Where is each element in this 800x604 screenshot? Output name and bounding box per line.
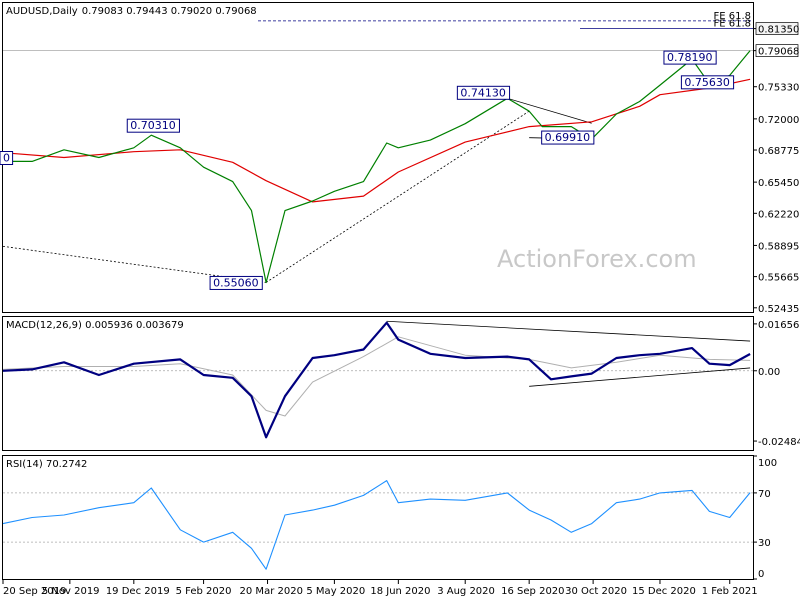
macd-y-tick-label: 0.016567 <box>758 320 800 331</box>
ohlc-readout: 0.79083 0.79443 0.79020 0.79068 <box>82 6 257 17</box>
annotation-box <box>680 75 735 90</box>
watermark: ActionForex.com <box>497 245 697 273</box>
price-y-tick-label: 0.68775 <box>758 146 799 157</box>
x-tick-label: 20 Sep 2019 <box>3 586 66 597</box>
annotation-box <box>456 85 511 100</box>
price-y-tick-label: 0.75330 <box>758 83 799 94</box>
rsi-title: RSI(14) 70.2742 <box>6 459 87 470</box>
price-y-tick-label: 0.62220 <box>758 209 799 220</box>
x-tick-label: 18 Jun 2020 <box>370 586 430 597</box>
annotation-box <box>126 118 180 133</box>
x-tick-label: 30 Oct 2020 <box>565 586 627 597</box>
macd-lower-trend-line <box>529 367 751 387</box>
price-title: AUDUSD,Daily <box>6 6 78 17</box>
rsi-y-tick-label: 30 <box>758 538 771 549</box>
fib-level-label: FE 61.8 <box>713 19 751 30</box>
macd-panel-frame <box>2 316 754 451</box>
price-y-tick-highlight <box>755 44 799 57</box>
price-y-tick-label: 0.55665 <box>758 273 799 284</box>
x-tick-label: 19 Dec 2019 <box>106 586 170 597</box>
fib-level-label: FE 61.8 <box>713 11 751 22</box>
macd-y-tick-label: 0.00 <box>758 367 780 378</box>
price-y-tick-label: 0.81350 <box>758 25 799 36</box>
annotation-label: 0.70310 <box>130 119 176 132</box>
annotation-box <box>0 151 14 165</box>
price-y-tick-label: 0.79068 <box>758 47 799 58</box>
macd-signal-line <box>2 336 751 417</box>
rsi-layer: 100 70 30 0 <box>2 455 777 580</box>
annotation-label: 0.75630 <box>684 76 730 89</box>
annotation-box <box>209 275 263 290</box>
annotation-label: 0.69910 <box>545 131 591 144</box>
macd-line <box>2 321 751 439</box>
annotation-box <box>663 50 717 65</box>
annotation-label: 0.78190 <box>667 51 713 64</box>
macd-layer: 0.016567 0.00 -0.02484 <box>2 320 800 448</box>
price-y-tick-label: 0.65450 <box>758 178 799 189</box>
x-tick-label: 15 Dec 2020 <box>632 586 696 597</box>
macd-title: MACD(12,26,9) 0.005936 0.003679 <box>6 320 184 331</box>
rsi-panel-frame <box>2 455 754 580</box>
rsi-y-tick-label: 0 <box>758 569 764 580</box>
macd-upper-trend-line <box>386 320 751 342</box>
moving-average-line <box>2 78 751 203</box>
x-tick-label: 5 Feb 2020 <box>176 586 232 597</box>
x-tick-label: 20 Mar 2020 <box>240 586 303 597</box>
price-line <box>3 50 751 284</box>
x-tick-label: 5 Nov 2019 <box>42 586 100 597</box>
price-layer: 0.81350 0.79068 0.75330 0.72000 0.68775 0.654… <box>0 11 799 315</box>
annotation-label: 0.55060 <box>213 276 259 289</box>
x-tick-label: 5 May 2020 <box>306 586 365 597</box>
x-tick-label: 1 Feb 2021 <box>702 586 758 597</box>
annotation-label: 0 <box>3 152 10 165</box>
rsi-y-tick-label: 70 <box>758 489 771 500</box>
triangle-upper-line <box>507 97 592 124</box>
annotation-box <box>541 130 595 145</box>
price-y-tick-label: 0.58895 <box>758 241 799 252</box>
x-tick-label: 16 Sep 2020 <box>501 586 564 597</box>
rsi-line <box>2 480 751 570</box>
price-y-tick-highlight <box>755 22 799 35</box>
price-y-tick-label: 0.72000 <box>758 115 799 126</box>
macd-y-tick-label: -0.02484 <box>758 437 800 448</box>
x-tick-label: 3 Aug 2020 <box>437 586 495 597</box>
annotation-label: 0.74130 <box>460 86 506 99</box>
trend-line-rising <box>265 110 530 283</box>
price-y-tick-label: 0.52435 <box>758 304 799 315</box>
price-chart-title: AUDUSD,Daily 0.79083 0.79443 0.79020 0.79… <box>6 6 257 17</box>
rsi-y-tick-label: 100 <box>758 458 777 469</box>
